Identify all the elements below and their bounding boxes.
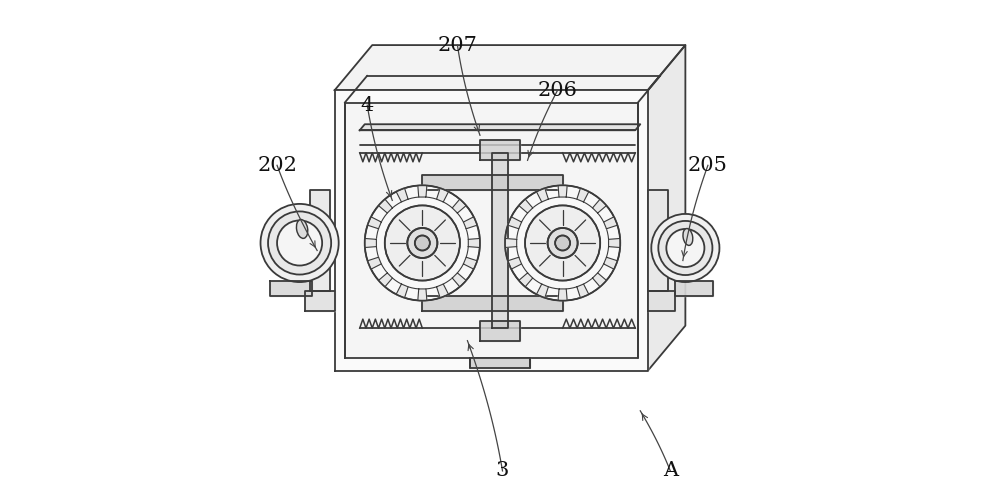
- Polygon shape: [558, 185, 567, 197]
- Polygon shape: [335, 45, 685, 90]
- Text: A: A: [663, 461, 678, 480]
- Circle shape: [666, 229, 704, 267]
- Polygon shape: [270, 281, 312, 296]
- Circle shape: [415, 235, 430, 250]
- Polygon shape: [468, 238, 480, 247]
- Circle shape: [658, 221, 712, 275]
- Polygon shape: [418, 185, 427, 197]
- Circle shape: [505, 185, 620, 301]
- Polygon shape: [508, 257, 522, 269]
- Polygon shape: [310, 190, 330, 291]
- Polygon shape: [368, 257, 381, 269]
- Polygon shape: [593, 199, 606, 213]
- Polygon shape: [463, 257, 477, 269]
- Text: 207: 207: [437, 36, 477, 55]
- Circle shape: [365, 185, 480, 301]
- Polygon shape: [470, 358, 530, 368]
- Polygon shape: [396, 188, 408, 202]
- Polygon shape: [305, 291, 335, 311]
- Polygon shape: [418, 289, 427, 301]
- Circle shape: [548, 228, 578, 258]
- Circle shape: [651, 214, 719, 282]
- Polygon shape: [379, 199, 392, 213]
- Polygon shape: [368, 217, 381, 229]
- Polygon shape: [480, 140, 520, 160]
- Circle shape: [555, 235, 570, 250]
- Circle shape: [385, 205, 460, 281]
- Polygon shape: [577, 188, 589, 202]
- Circle shape: [277, 220, 322, 266]
- Text: 202: 202: [257, 156, 297, 175]
- Polygon shape: [492, 153, 508, 328]
- Polygon shape: [480, 321, 520, 341]
- Circle shape: [407, 228, 437, 258]
- Circle shape: [268, 211, 331, 275]
- Polygon shape: [345, 103, 638, 358]
- Polygon shape: [437, 284, 449, 298]
- Polygon shape: [452, 199, 466, 213]
- Polygon shape: [593, 273, 606, 287]
- Polygon shape: [536, 284, 548, 298]
- Polygon shape: [508, 217, 522, 229]
- Polygon shape: [609, 238, 620, 247]
- Polygon shape: [519, 199, 533, 213]
- Polygon shape: [422, 175, 563, 190]
- Polygon shape: [604, 217, 617, 229]
- Polygon shape: [437, 188, 449, 202]
- Text: 3: 3: [496, 461, 509, 480]
- Text: 205: 205: [688, 156, 728, 175]
- Circle shape: [525, 205, 600, 281]
- Text: 206: 206: [538, 81, 578, 100]
- Polygon shape: [360, 124, 640, 130]
- Polygon shape: [604, 257, 617, 269]
- Polygon shape: [396, 284, 408, 298]
- Polygon shape: [379, 273, 392, 287]
- Polygon shape: [648, 45, 685, 371]
- Polygon shape: [335, 90, 648, 371]
- Polygon shape: [505, 238, 517, 247]
- Polygon shape: [577, 284, 589, 298]
- Polygon shape: [675, 281, 713, 296]
- Circle shape: [261, 204, 339, 282]
- Polygon shape: [452, 273, 466, 287]
- Polygon shape: [463, 217, 477, 229]
- Polygon shape: [422, 296, 563, 311]
- Ellipse shape: [296, 219, 308, 238]
- Polygon shape: [365, 238, 376, 247]
- Polygon shape: [648, 190, 668, 291]
- Ellipse shape: [683, 228, 693, 245]
- Polygon shape: [519, 273, 533, 287]
- Text: 4: 4: [361, 96, 374, 115]
- Polygon shape: [648, 291, 675, 311]
- Polygon shape: [558, 289, 567, 301]
- Polygon shape: [536, 188, 548, 202]
